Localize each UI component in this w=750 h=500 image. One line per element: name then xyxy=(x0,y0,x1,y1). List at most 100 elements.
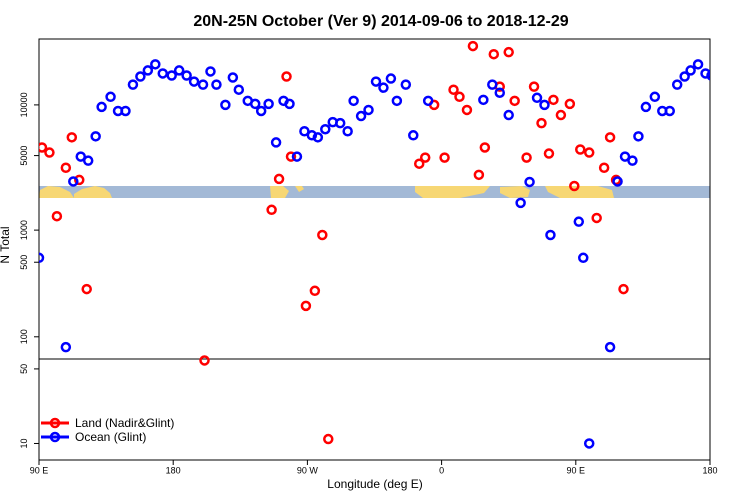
ocean-point-62 xyxy=(604,341,616,353)
ocean-point-7 xyxy=(105,91,116,103)
ocean-point-73 xyxy=(685,65,696,76)
ocean-point-4 xyxy=(82,155,94,166)
y-axis: 5000 10000 10 50 100 500 1000 xyxy=(19,92,39,448)
ocean-point-55 xyxy=(524,176,535,188)
ocean-point-58 xyxy=(545,229,556,241)
land-point-29 xyxy=(509,95,520,107)
x-axis-label: Longitude (deg E) xyxy=(327,477,422,491)
ocean-point-67 xyxy=(640,101,652,113)
ocean-point-50 xyxy=(478,94,489,106)
ocean-point-41 xyxy=(355,110,367,122)
ocean-point-17 xyxy=(181,70,192,81)
chart-title: 20N-25N October (Ver 9) 2014-09-06 to 20… xyxy=(193,13,568,30)
ocean-point-5 xyxy=(90,131,101,142)
land-point-39 xyxy=(583,147,595,158)
land-point-2 xyxy=(51,210,63,222)
land-point-7 xyxy=(199,355,210,366)
land-point-6 xyxy=(81,283,92,295)
ocean-point-51 xyxy=(487,79,498,90)
ocean-point-2 xyxy=(68,176,79,187)
ocean-point-68 xyxy=(649,91,661,103)
y-tick-label-1: 10000 xyxy=(19,92,29,117)
land-point-10 xyxy=(281,71,292,82)
land-point-44 xyxy=(618,283,629,295)
land-point-21 xyxy=(454,91,465,103)
ocean-point-43 xyxy=(370,76,382,87)
x-tick-label-3: 0 xyxy=(439,465,444,475)
ocean-point-35 xyxy=(312,132,324,143)
land-point-20 xyxy=(448,84,459,95)
y-tick-label-5: 500 xyxy=(19,255,29,270)
ocean-point-31 xyxy=(284,98,295,110)
land-point-3 xyxy=(60,162,72,174)
ocean-point-40 xyxy=(348,95,359,107)
land-point-13 xyxy=(309,285,321,297)
ocean-point-36 xyxy=(320,123,331,135)
ocean-point-59 xyxy=(573,216,585,227)
ocean-point-13 xyxy=(150,59,161,70)
land-point-15 xyxy=(323,433,334,445)
plot-frame xyxy=(38,38,711,461)
x-axis: 90 E 180 90 W 0 90 E 180 xyxy=(30,460,718,475)
legend: Land (Nadir&Glint) Ocean (Glint) xyxy=(41,416,174,444)
ocean-point-23 xyxy=(227,72,239,83)
ocean-point-38 xyxy=(334,117,346,129)
x-tick-label-5: 180 xyxy=(702,465,717,475)
land-point-23 xyxy=(467,40,479,52)
land-point-42 xyxy=(604,132,616,143)
legend-ocean-label: Ocean (Glint) xyxy=(75,430,146,444)
ocean-point-56 xyxy=(531,92,543,104)
land-point-0 xyxy=(39,142,48,153)
land-point-30 xyxy=(521,152,532,163)
ocean-point-49 xyxy=(422,95,434,107)
x-tick-label-4: 90 E xyxy=(567,465,586,475)
ocean-point-28 xyxy=(263,98,274,110)
ocean-point-60 xyxy=(578,252,589,264)
land-point-36 xyxy=(564,98,576,110)
x-tick-label-0: 90 E xyxy=(30,465,49,475)
ocean-point-20 xyxy=(205,66,216,77)
x-tick-label-1: 180 xyxy=(166,465,181,475)
land-point-41 xyxy=(598,162,610,174)
ocean-point-46 xyxy=(391,95,403,107)
land-point-1 xyxy=(44,147,55,158)
y-tick-label-6: 1000 xyxy=(19,220,29,240)
legend-ocean-marker xyxy=(49,431,61,443)
ocean-point-33 xyxy=(299,126,310,137)
land-point-35 xyxy=(555,109,567,121)
ocean-point-9 xyxy=(120,105,131,117)
land-point-38 xyxy=(575,144,586,155)
ocean-point-34 xyxy=(306,130,318,141)
ocean-point-6 xyxy=(96,101,107,113)
ocean-point-42 xyxy=(363,104,374,116)
ocean-point-57 xyxy=(539,99,550,111)
land-point-24 xyxy=(473,169,485,181)
land-point-25 xyxy=(479,142,491,153)
land-point-17 xyxy=(419,152,431,163)
ocean-point-3 xyxy=(75,151,87,162)
y-tick-label-3: 50 xyxy=(19,364,29,374)
land-point-11 xyxy=(285,151,297,162)
land-point-14 xyxy=(317,229,328,241)
y-tick-label-4: 100 xyxy=(19,329,29,344)
ocean-point-61 xyxy=(583,438,595,449)
ocean-point-45 xyxy=(385,73,397,84)
ocean-point-70 xyxy=(664,105,675,117)
ocean-point-27 xyxy=(255,105,267,117)
land-point-28 xyxy=(503,46,514,58)
land-point-5 xyxy=(74,174,85,186)
ocean-point-76 xyxy=(706,70,710,81)
ocean-point-44 xyxy=(378,82,389,93)
ocean-point-63 xyxy=(612,176,623,187)
ocean-point-66 xyxy=(633,131,644,142)
ocean-point-12 xyxy=(142,65,154,76)
ocean-point-39 xyxy=(342,126,353,137)
ocean-point-74 xyxy=(692,59,704,70)
ocean-point-72 xyxy=(679,71,690,82)
series-land xyxy=(39,40,629,445)
land-point-8 xyxy=(266,204,277,216)
land-point-19 xyxy=(439,152,450,163)
ocean-point-22 xyxy=(220,99,231,111)
ocean-point-15 xyxy=(166,70,177,81)
land-point-37 xyxy=(569,180,580,192)
